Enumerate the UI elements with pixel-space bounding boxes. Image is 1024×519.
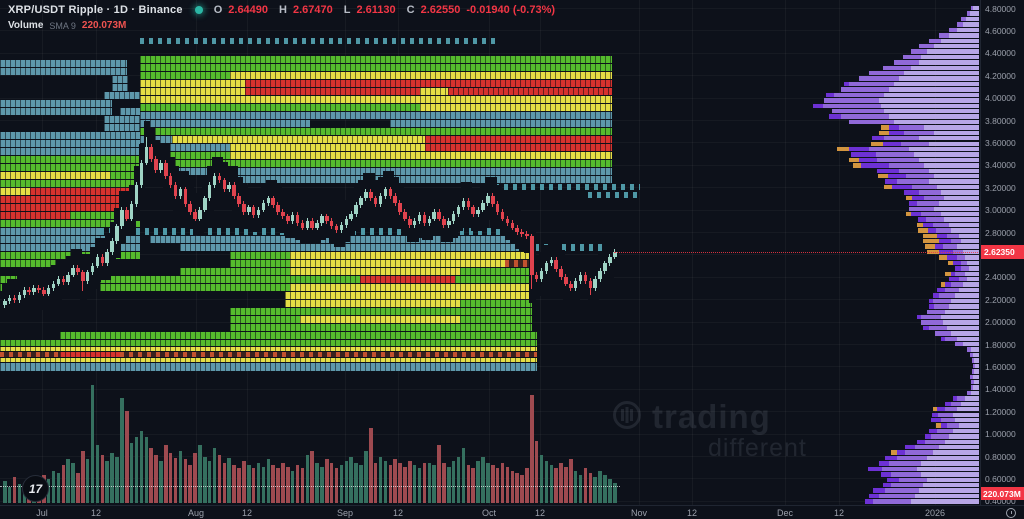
indicator-params: SMA 9 — [49, 20, 76, 31]
low-value: 2.61130 — [356, 4, 396, 16]
price-label: 2.40000 — [985, 272, 1016, 283]
indicator-name[interactable]: Volume — [8, 20, 44, 31]
watermark: trading different — [612, 398, 807, 463]
watermark-line1: trading — [652, 398, 771, 435]
time-label: 2026 — [924, 508, 946, 518]
price-label: 1.20000 — [985, 406, 1016, 417]
time-label: Oct — [481, 508, 497, 518]
watermark-logo-icon — [612, 400, 642, 435]
clock-icon[interactable] — [1006, 508, 1016, 518]
price-label: 4.00000 — [985, 93, 1016, 104]
price-label: 3.00000 — [985, 205, 1016, 216]
time-label: 12 — [833, 508, 845, 518]
current-price-badge: 2.62350 — [981, 245, 1024, 259]
price-label: 3.60000 — [985, 137, 1016, 148]
watermark-line2: different — [708, 434, 807, 462]
price-label: 4.40000 — [985, 48, 1016, 59]
time-label: 12 — [686, 508, 698, 518]
time-label: 12 — [90, 508, 102, 518]
high-value: 2.67470 — [292, 4, 333, 16]
current-price-line — [614, 252, 978, 253]
price-label: 0.40000 — [985, 496, 1016, 507]
price-label: 0.60000 — [985, 473, 1016, 484]
indicator-value: 220.073M — [81, 20, 127, 31]
price-label: 1.80000 — [985, 339, 1016, 350]
close-label: C — [406, 4, 415, 16]
open-value: 2.64490 — [228, 4, 269, 16]
price-axis[interactable]: 4.80000 4.60000 4.40000 4.20000 4.00000 3.800… — [980, 0, 1024, 507]
close-value: 2.62550 — [420, 4, 461, 16]
time-axis[interactable]: Jul 12 Aug 12 Sep 12 Oct 12 Nov 12 Dec 12 2026 — [0, 505, 1024, 519]
price-label: 1.40000 — [985, 384, 1016, 395]
time-label: Aug — [187, 508, 205, 518]
change-value: -0.01940 (-0.73%) — [466, 4, 556, 16]
price-label: 1.60000 — [985, 361, 1016, 372]
price-label: 4.20000 — [985, 70, 1016, 81]
price-label: 2.20000 — [985, 294, 1016, 305]
price-label: 4.60000 — [985, 25, 1016, 36]
time-label: Dec — [776, 508, 794, 518]
price-label: 3.40000 — [985, 160, 1016, 171]
status-dot-icon — [194, 6, 203, 14]
price-label: 1.00000 — [985, 429, 1016, 440]
symbol-title[interactable]: XRP/USDT Ripple · 1D · Binance — [8, 4, 183, 16]
time-label: 12 — [392, 508, 404, 518]
chart-canvas[interactable]: trading different — [0, 0, 980, 505]
open-label: O — [213, 4, 223, 16]
volume-sma-dotted-line — [0, 486, 620, 487]
tradingview-logo[interactable]: 17 — [22, 475, 49, 502]
price-label: 3.20000 — [985, 182, 1016, 193]
volume-value-badge: 220.073M — [981, 487, 1024, 500]
price-label: 0.80000 — [985, 451, 1016, 462]
chart-legend: XRP/USDT Ripple · 1D · Binance O 2.64490… — [8, 2, 555, 33]
time-label: 12 — [534, 508, 546, 518]
price-label: 4.80000 — [985, 3, 1016, 14]
price-label: 2.80000 — [985, 227, 1016, 238]
time-label: Sep — [336, 508, 354, 518]
price-label: 3.80000 — [985, 115, 1016, 126]
high-label: H — [279, 4, 287, 16]
time-label: Jul — [36, 508, 48, 518]
price-label: 2.00000 — [985, 317, 1016, 328]
low-label: L — [343, 4, 351, 16]
time-label: Nov — [630, 508, 648, 518]
time-label: 12 — [241, 508, 253, 518]
